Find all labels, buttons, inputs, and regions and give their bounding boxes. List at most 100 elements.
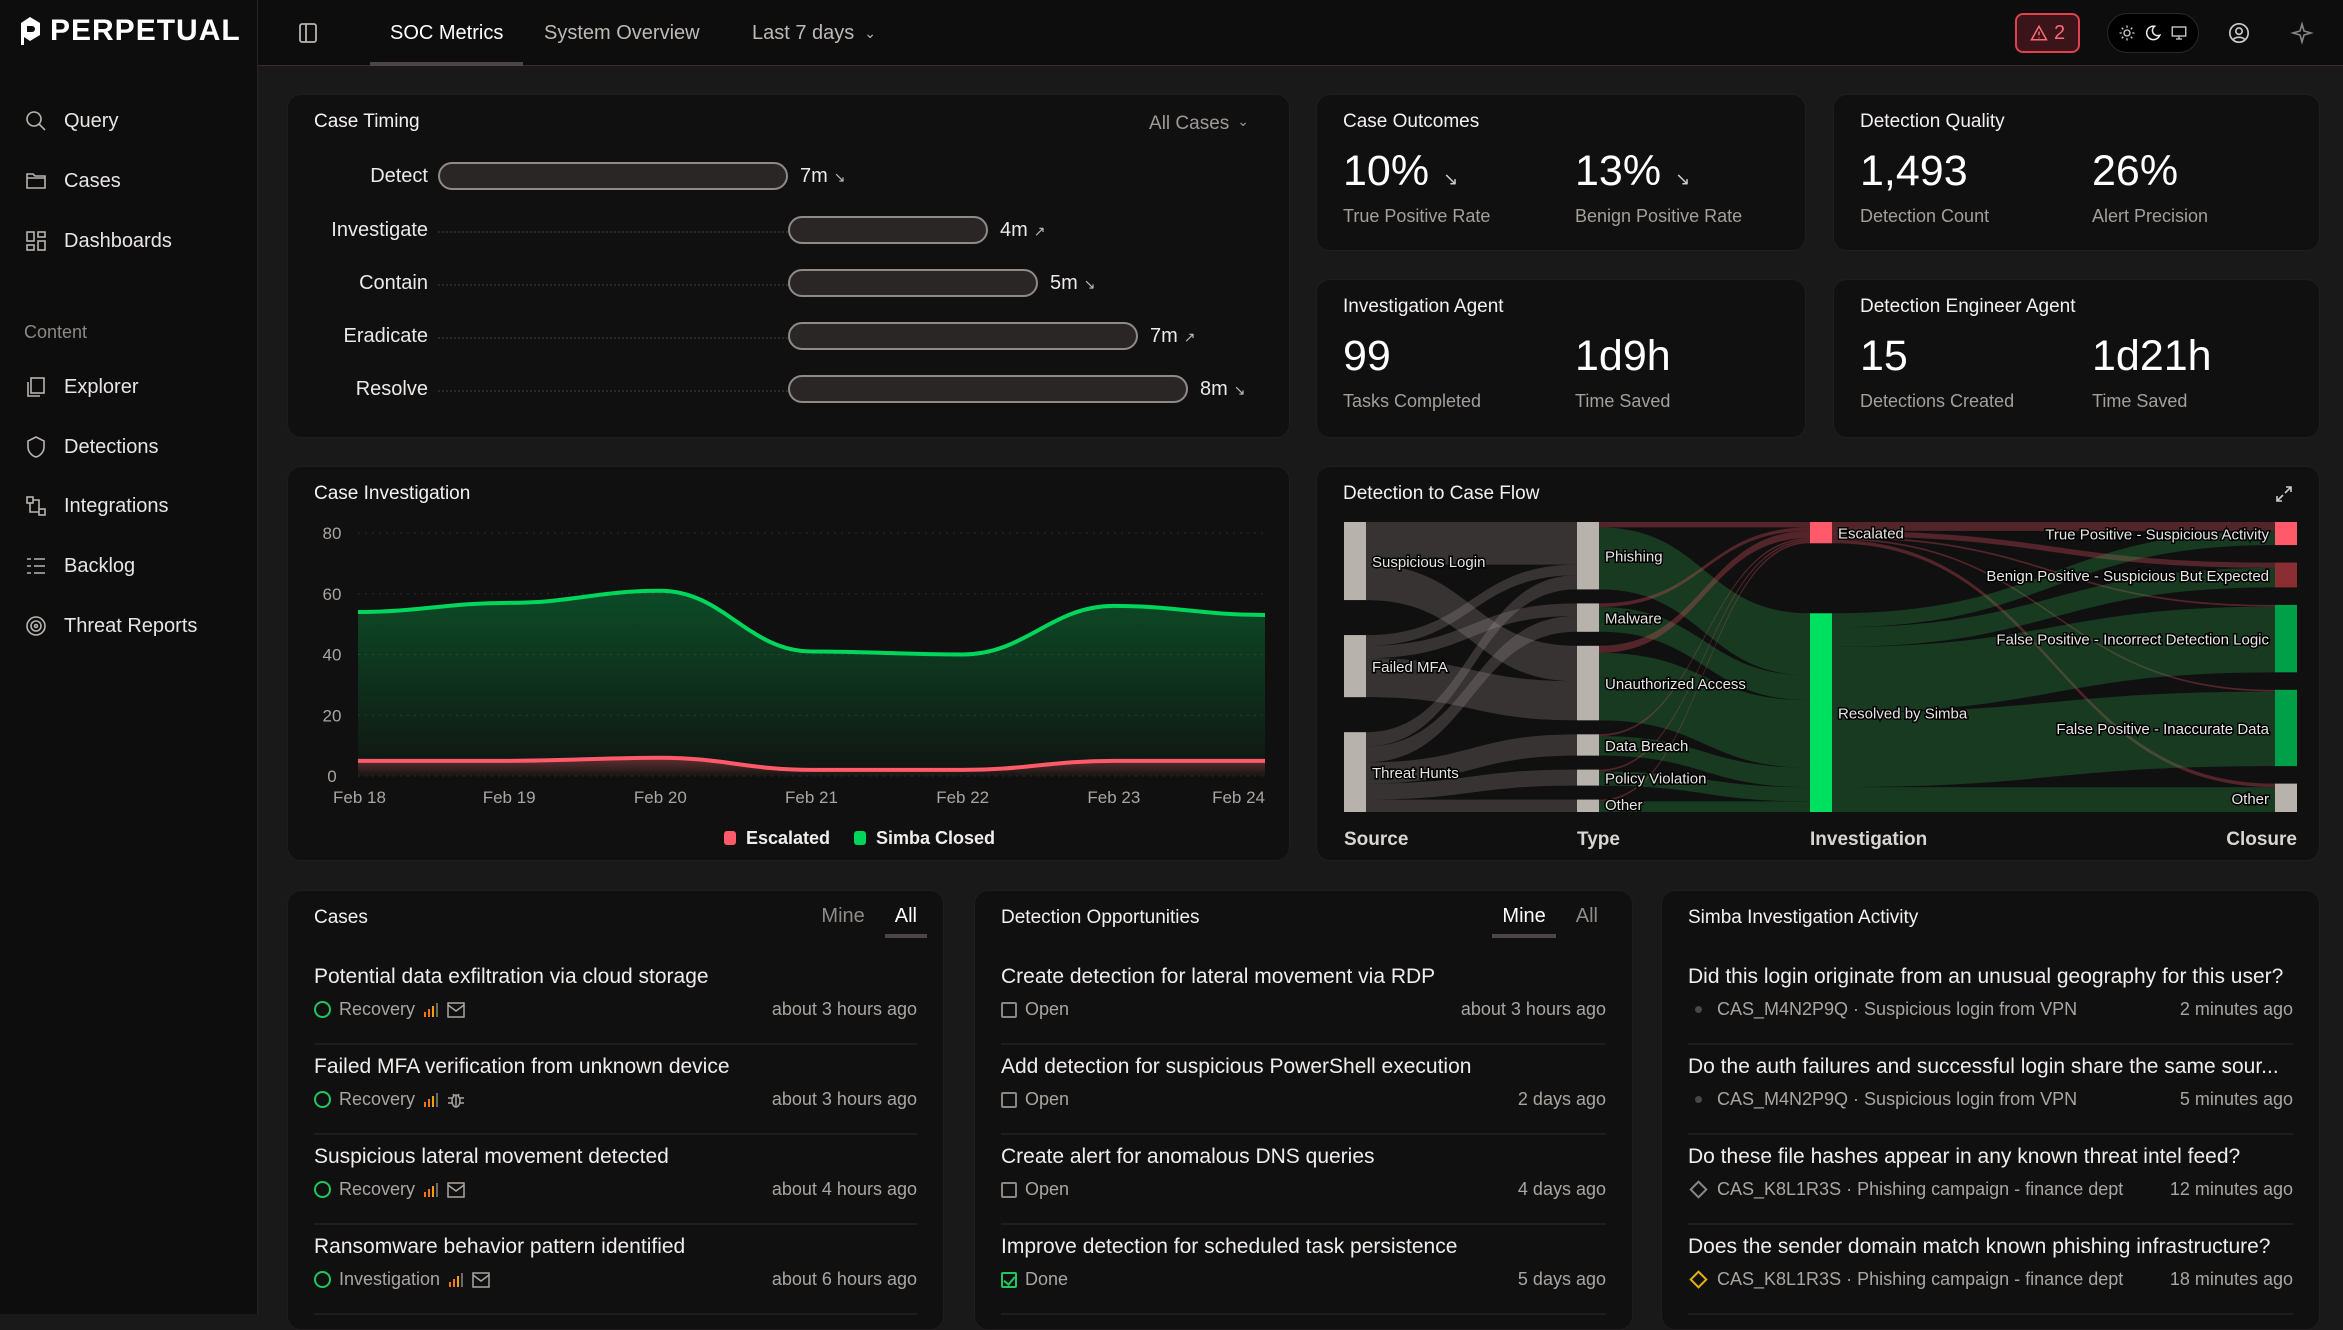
tab-mine[interactable]: Mine xyxy=(1492,905,1557,938)
node-label: Threat Hunts xyxy=(1372,765,1459,782)
node-ot[interactable] xyxy=(1577,799,1599,812)
flow-link-th-mw[interactable] xyxy=(1366,615,1577,763)
node-bp[interactable] xyxy=(2275,562,2297,588)
checkbox-icon[interactable] xyxy=(1001,1181,1017,1198)
phase-duration-bar[interactable] xyxy=(788,322,1138,350)
sidebar-item-explorer[interactable]: Explorer xyxy=(24,369,138,405)
node-mfa[interactable] xyxy=(1344,635,1366,698)
flow-link-th-pv[interactable] xyxy=(1366,769,1577,800)
case-list-item[interactable]: Potential data exfiltration via cloud st… xyxy=(314,955,917,1045)
flow-link-ot-esc[interactable] xyxy=(1599,541,1810,802)
node-fpl[interactable] xyxy=(2275,604,2297,673)
flow-link-ph-esc[interactable] xyxy=(1599,522,1810,528)
node-ph[interactable] xyxy=(1577,522,1599,590)
flow-link-ua-res[interactable] xyxy=(1599,652,1810,768)
flow-link-ph-res[interactable] xyxy=(1599,527,1810,676)
card-title: Cases xyxy=(314,907,368,928)
node-th[interactable] xyxy=(1344,732,1366,812)
flow-link-mw-res[interactable] xyxy=(1599,606,1810,701)
flow-link-esc-fpl[interactable] xyxy=(1832,536,2275,607)
theme-toggle[interactable] xyxy=(2107,13,2199,53)
flow-link-ua-esc[interactable] xyxy=(1599,530,1810,653)
sidebar-item-dashboards[interactable]: Dashboards xyxy=(24,223,172,259)
flow-link-res-co[interactable] xyxy=(1832,787,2275,812)
case-list-item[interactable]: Ransomware behavior pattern identified I… xyxy=(314,1225,917,1315)
flow-link-res-fpd[interactable] xyxy=(1832,691,2275,788)
flow-link-res-tp[interactable] xyxy=(1832,530,2275,628)
node-tp[interactable] xyxy=(2275,522,2297,546)
activity-list-item[interactable]: Does the sender domain match known phish… xyxy=(1688,1225,2293,1315)
timing-offset-line xyxy=(438,337,788,339)
sidebar-item-cases[interactable]: Cases xyxy=(24,163,121,199)
date-range-dropdown[interactable]: Last 7 days ⌄ xyxy=(752,0,876,66)
sidebar-item-detections[interactable]: Detections xyxy=(24,429,159,465)
tab-system-overview[interactable]: System Overview xyxy=(544,21,700,44)
node-sl[interactable] xyxy=(1344,522,1366,601)
node-mw[interactable] xyxy=(1577,603,1599,632)
alerts-button[interactable]: 2 xyxy=(2015,13,2080,53)
flow-link-sl-ph[interactable] xyxy=(1366,522,1577,565)
flow-link-res-fpl[interactable] xyxy=(1832,606,2275,713)
monitor-icon[interactable] xyxy=(2170,24,2188,42)
node-db[interactable] xyxy=(1577,734,1599,756)
node-fpd[interactable] xyxy=(2275,689,2297,767)
node-pv[interactable] xyxy=(1577,769,1599,786)
flow-link-db-esc[interactable] xyxy=(1599,537,1810,737)
flow-link-esc-fpd[interactable] xyxy=(1832,537,2275,692)
case-filter-dropdown[interactable]: All Cases ⌄ xyxy=(1149,113,1249,135)
sidebar-item-threat-reports[interactable]: Threat Reports xyxy=(24,608,197,644)
flow-link-th-ot[interactable] xyxy=(1366,799,1577,812)
case-list-item[interactable]: Suspicious lateral movement detected Rec… xyxy=(314,1135,917,1225)
tab-all[interactable]: All xyxy=(884,905,928,938)
node-esc[interactable] xyxy=(1810,522,1832,544)
user-profile-icon[interactable] xyxy=(2228,22,2250,44)
flow-link-db-res[interactable] xyxy=(1599,736,1810,788)
flow-link-ot-res[interactable] xyxy=(1599,801,1810,812)
checked-checkbox-icon[interactable] xyxy=(1001,1271,1017,1288)
phase-duration-bar[interactable] xyxy=(438,162,788,190)
sun-icon[interactable] xyxy=(2118,24,2136,42)
flow-link-esc-co[interactable] xyxy=(1832,539,2275,788)
opportunity-list-item[interactable]: Create alert for anomalous DNS queries O… xyxy=(1001,1135,1606,1225)
flow-link-res-bp[interactable] xyxy=(1832,567,2275,647)
flow-link-pv-res[interactable] xyxy=(1599,771,1810,802)
node-res[interactable] xyxy=(1810,613,1832,812)
activity-time: 12 minutes ago xyxy=(2169,1179,2293,1199)
activity-list-item[interactable]: Do these file hashes appear in any known… xyxy=(1688,1135,2293,1225)
checkbox-icon[interactable] xyxy=(1001,1091,1017,1108)
flow-link-mw-esc[interactable] xyxy=(1599,527,1810,607)
sparkle-icon[interactable] xyxy=(2290,20,2314,46)
flow-link-mfa-mw[interactable] xyxy=(1366,603,1577,659)
moon-icon[interactable] xyxy=(2144,24,2162,42)
flow-link-sl-ua[interactable] xyxy=(1366,564,1577,682)
flow-link-mfa-ph[interactable] xyxy=(1366,564,1577,646)
tab-soc-metrics[interactable]: SOC Metrics xyxy=(369,0,524,66)
opportunity-list-item[interactable]: Create detection for lateral movement vi… xyxy=(1001,955,1606,1045)
node-co[interactable] xyxy=(2275,783,2297,812)
flow-link-th-ph[interactable] xyxy=(1366,575,1577,747)
expand-icon[interactable] xyxy=(2275,485,2293,503)
phase-duration-bar[interactable] xyxy=(788,375,1188,403)
activity-question: Did this login originate from an unusual… xyxy=(1688,965,2284,988)
tab-all[interactable]: All xyxy=(1575,905,1598,927)
sidebar-item-backlog[interactable]: Backlog xyxy=(24,548,135,584)
activity-list-item[interactable]: Did this login originate from an unusual… xyxy=(1688,955,2293,1045)
opportunity-list-item[interactable]: Add detection for suspicious PowerShell … xyxy=(1001,1045,1606,1135)
flow-link-mfa-ua[interactable] xyxy=(1366,658,1577,721)
phase-duration-bar[interactable] xyxy=(788,216,988,244)
opportunity-list-item[interactable]: Improve detection for scheduled task per… xyxy=(1001,1225,1606,1315)
node-ua[interactable] xyxy=(1577,645,1599,721)
flow-link-esc-tp[interactable] xyxy=(1832,522,2275,531)
checkbox-icon[interactable] xyxy=(1001,1001,1017,1018)
phase-duration-bar[interactable] xyxy=(788,269,1038,297)
sidebar-item-integrations[interactable]: Integrations xyxy=(24,488,169,524)
activity-list-item[interactable]: Do the auth failures and successful logi… xyxy=(1688,1045,2293,1135)
sidebar-item-query[interactable]: Query xyxy=(24,103,118,139)
sidebar-toggle-icon[interactable] xyxy=(298,22,318,44)
logo[interactable]: PERPETUAL xyxy=(18,14,241,48)
flow-link-th-db[interactable] xyxy=(1366,734,1577,784)
flow-link-pv-esc[interactable] xyxy=(1599,539,1810,772)
flow-link-esc-bp[interactable] xyxy=(1832,530,2275,568)
tab-mine[interactable]: Mine xyxy=(821,905,865,927)
case-list-item[interactable]: Failed MFA verification from unknown dev… xyxy=(314,1045,917,1135)
